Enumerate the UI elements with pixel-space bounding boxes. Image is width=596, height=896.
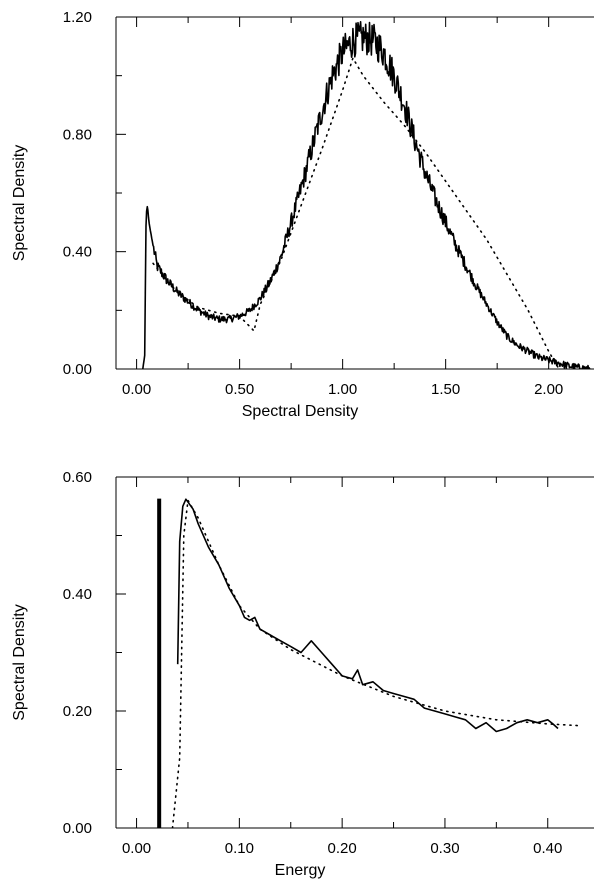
- solid-series-line: [176, 498, 559, 733]
- x-axis-title: Energy: [275, 862, 326, 879]
- x-tick-label: 0.20: [328, 840, 357, 857]
- y-axis-title: Spectral Density: [11, 604, 28, 721]
- y-axis-title: Spectral Density: [11, 145, 28, 262]
- x-tick-label: 0.30: [430, 840, 459, 857]
- dotted-series-line: [152, 56, 560, 369]
- y-tick-label: 0.40: [63, 586, 92, 603]
- y-tick-label: 0.00: [63, 820, 92, 837]
- dotted-series-line: [171, 497, 580, 828]
- bottom-panel: 0.00 0.10 0.20 0.30 0.40 0.00 0.20 0.40 0.60 Ener…: [11, 469, 594, 879]
- x-tick-label: 0.00: [122, 840, 151, 857]
- top-panel: 0.00 0.50 1.00 1.50 2.00 0.00 0.40 0.80 1.20 Spec…: [11, 9, 594, 420]
- y-tick-label: 0.60: [63, 469, 92, 486]
- plot-area: [157, 497, 580, 828]
- x-tick-label: 0.10: [225, 840, 254, 857]
- y-tick-label: 0.40: [63, 244, 92, 261]
- x-tick-label: 2.00: [534, 381, 563, 398]
- y-tick-label: 1.20: [63, 9, 92, 26]
- y-tick-label: 0.00: [63, 361, 92, 378]
- x-tick-label: 0.40: [533, 840, 562, 857]
- x-tick-label: 1.50: [431, 381, 460, 398]
- x-axis-title: Spectral Density: [242, 403, 359, 420]
- y-tick-label: 0.20: [63, 703, 92, 720]
- y-tick-label: 0.80: [63, 126, 92, 143]
- plot-area: [142, 21, 591, 369]
- x-tick-label: 0.00: [122, 381, 151, 398]
- solid-series-line: [142, 21, 591, 369]
- x-tick-label: 0.50: [225, 381, 254, 398]
- x-tick-label: 1.00: [328, 381, 357, 398]
